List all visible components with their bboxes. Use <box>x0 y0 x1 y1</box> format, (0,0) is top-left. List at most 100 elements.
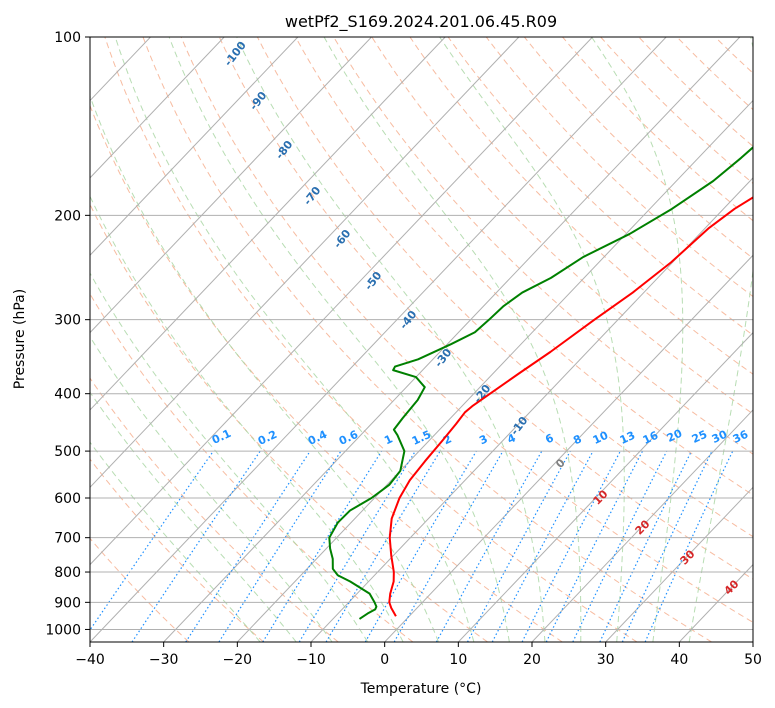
moist-adiabat <box>90 335 333 642</box>
mixing-ratio-line <box>599 450 692 642</box>
contour-labels: -100-90-80-70-60-50-40-30-20-10010203040… <box>210 39 751 598</box>
x-tick-label: 40 <box>670 652 688 668</box>
temperature-profile-line <box>388 196 753 617</box>
mixing-ratio-line <box>435 450 543 642</box>
isotherm-line <box>90 37 446 411</box>
x-axis-title: Temperature (°C) <box>360 681 482 697</box>
dry-adiabat <box>256 37 753 538</box>
contour-label: 0.4 <box>306 428 329 448</box>
contour-label: 20 <box>665 427 685 445</box>
dry-adiabat <box>333 37 753 455</box>
isotherm-line <box>90 37 225 179</box>
dry-adiabat <box>90 104 563 642</box>
moist-adiabat <box>591 37 684 642</box>
mixing-ratio-line <box>298 450 416 642</box>
dry-adiabat <box>638 37 753 147</box>
x-tick-label: 30 <box>597 652 615 668</box>
dry-adiabat <box>142 37 713 642</box>
background-lines <box>0 37 753 642</box>
y-axis-title: Pressure (hPa) <box>12 289 28 389</box>
isotherm-line <box>90 37 299 256</box>
contour-label: -30 <box>432 346 455 370</box>
x-axis: −40 −30 −20 −10 0 10 20 30 40 50 <box>75 642 762 668</box>
contour-label: 30 <box>678 547 698 567</box>
isotherm-line <box>310 177 753 642</box>
isotherm-line <box>90 37 372 334</box>
mixing-ratio-line <box>131 450 261 642</box>
dry-adiabat <box>90 293 414 642</box>
dry-adiabat <box>714 37 753 74</box>
moist-adiabat <box>90 391 297 642</box>
mixing-ratio-line <box>545 450 644 642</box>
y-axis: 100 200 300 400 500 600 700 800 900 1000 <box>45 30 90 638</box>
chart-title: wetPf2_S169.2024.201.06.45.R09 <box>285 12 557 32</box>
isotherm-line <box>384 254 753 642</box>
isotherm-line <box>236 99 753 642</box>
plot-frame <box>89 36 754 643</box>
x-tick-label: −40 <box>75 652 105 668</box>
x-tick-label: 50 <box>744 652 762 668</box>
contour-label: 1 <box>382 432 394 447</box>
dry-adiabat <box>90 203 488 642</box>
contour-label: -90 <box>247 89 270 113</box>
y-tick-label: 400 <box>54 387 81 403</box>
mixing-ratio-line <box>90 450 214 632</box>
x-tick-label: −30 <box>149 652 179 668</box>
y-tick-label: 700 <box>54 531 81 547</box>
contour-label: 10 <box>591 487 611 507</box>
dry-adiabat <box>562 37 753 222</box>
dry-adiabat <box>180 37 753 623</box>
moist-adiabat <box>236 37 546 642</box>
moist-adiabat <box>90 272 369 642</box>
y-tick-label: 300 <box>54 313 81 329</box>
contour-label: 20 <box>633 517 653 537</box>
contour-label: -80 <box>273 138 296 162</box>
moist-adiabat <box>90 94 439 642</box>
isotherm-line <box>605 486 753 642</box>
profile-lines <box>328 146 753 620</box>
dry-adiabat <box>485 37 753 298</box>
contour-label: 36 <box>731 428 751 446</box>
moist-adiabat <box>323 37 582 642</box>
y-tick-label: 900 <box>54 595 81 611</box>
x-tick-label: 20 <box>523 652 541 668</box>
dewpoint-profile-line <box>328 146 753 620</box>
mixing-ratio-line <box>364 450 477 642</box>
contour-label: 0.2 <box>256 428 279 448</box>
mixing-ratio-line <box>185 450 311 642</box>
contour-label: 1.5 <box>410 428 433 448</box>
mixing-ratio-line <box>572 450 668 642</box>
dry-adiabat <box>447 37 753 336</box>
moist-adiabat <box>439 37 625 642</box>
y-tick-label: 800 <box>54 565 81 581</box>
mixing-ratio-line <box>466 450 571 642</box>
dry-adiabat <box>523 37 753 260</box>
dry-adiabat <box>104 37 638 642</box>
contour-label: 25 <box>690 428 709 446</box>
moist-adiabat <box>168 37 510 642</box>
x-tick-label: −20 <box>223 652 253 668</box>
moist-adiabat <box>688 37 753 642</box>
isotherm-line <box>90 37 520 489</box>
y-tick-label: 200 <box>54 208 81 224</box>
contour-label: 3 <box>477 432 489 447</box>
y-tick-label: 100 <box>54 30 81 46</box>
isotherm-line <box>531 409 753 642</box>
isotherm-line <box>90 37 667 642</box>
isotherm-line <box>0 37 3 642</box>
contour-label: 6 <box>543 431 556 446</box>
y-tick-label: 600 <box>54 491 81 507</box>
contour-label: -50 <box>362 269 385 293</box>
dry-adiabat <box>90 537 190 642</box>
dry-adiabat <box>295 37 753 496</box>
x-tick-label: 0 <box>380 652 389 668</box>
contour-label: 30 <box>710 428 730 446</box>
contour-label: 0.1 <box>210 427 233 447</box>
x-tick-label: −10 <box>296 652 326 668</box>
contour-label: 10 <box>591 429 611 447</box>
dry-adiabat <box>752 37 753 38</box>
isotherm-line <box>90 37 593 566</box>
contour-label: -40 <box>397 308 420 332</box>
x-tick-label: 10 <box>449 652 467 668</box>
